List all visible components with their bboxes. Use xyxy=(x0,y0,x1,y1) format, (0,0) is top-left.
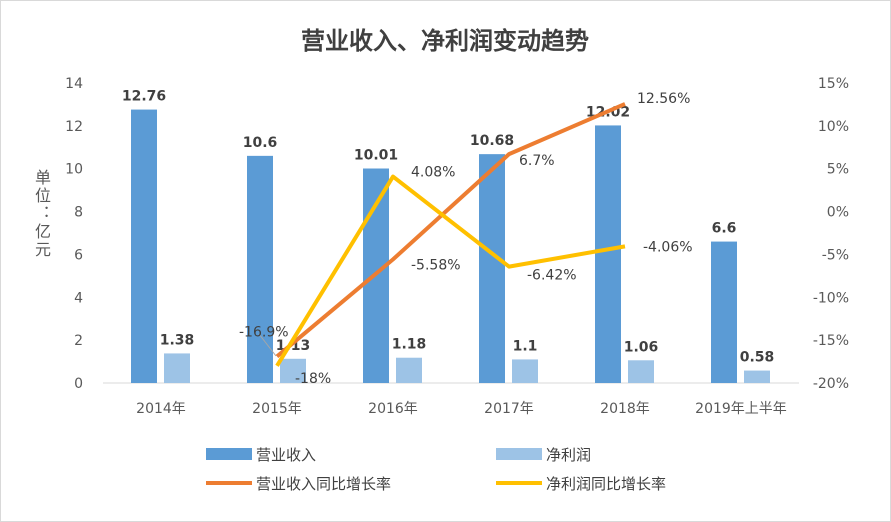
y2-tick-label: 15% xyxy=(818,76,849,92)
y2-tick-label: -15% xyxy=(813,333,849,349)
revenue-bar xyxy=(711,241,737,383)
y-tick-label: 6 xyxy=(74,247,83,263)
line-data-label: 12.56% xyxy=(637,91,690,107)
line-data-label: 6.7% xyxy=(519,153,555,169)
bar-data-label: 6.6 xyxy=(712,221,737,237)
y2-tick-label: 10% xyxy=(818,119,849,135)
y-tick-label: 4 xyxy=(74,290,83,306)
y-tick-label: 14 xyxy=(65,76,83,92)
y2-tick-label: 5% xyxy=(827,162,849,178)
revenue-bar xyxy=(595,125,621,383)
legend-label: 营业收入 xyxy=(256,446,316,464)
y-tick-label: 12 xyxy=(65,119,83,135)
x-tick-label: 2017年 xyxy=(484,401,534,417)
line-data-label: -4.06% xyxy=(643,239,693,255)
net-profit-bar xyxy=(164,353,190,383)
y2-tick-label: -20% xyxy=(813,376,849,392)
net-profit-bar xyxy=(280,358,306,383)
x-tick-label: 2019年上半年 xyxy=(695,401,787,417)
y-axis-label: 单位：亿元 xyxy=(32,169,51,259)
y-tick-label: 0 xyxy=(74,376,83,392)
net-profit-bar xyxy=(396,357,422,383)
bar-data-label: 1.1 xyxy=(513,338,538,354)
bar-data-label: 12.76 xyxy=(122,89,166,105)
x-tick-label: 2016年 xyxy=(368,401,418,417)
y-tick-label: 10 xyxy=(65,162,83,178)
revenue-bar xyxy=(131,109,157,384)
x-tick-label: 2018年 xyxy=(600,401,650,417)
y-tick-label: 2 xyxy=(74,333,83,349)
x-tick-label: 2015年 xyxy=(252,401,302,417)
revenue-bar xyxy=(247,155,273,383)
net-profit-bar xyxy=(512,359,538,383)
legend-swatch xyxy=(206,448,252,460)
line-data-label: -18% xyxy=(295,371,331,387)
line-data-label: -16.9% xyxy=(239,324,289,340)
bar-data-label: 1.06 xyxy=(624,339,659,355)
bar-data-label: 10.01 xyxy=(354,148,398,164)
revenue-bar xyxy=(479,154,505,383)
legend-label: 净利润 xyxy=(546,446,591,464)
revenue-growth-line xyxy=(275,102,626,358)
line-data-label: 4.08% xyxy=(411,165,455,181)
bar-data-label: 10.6 xyxy=(243,135,278,151)
legend-label: 净利润同比增长率 xyxy=(546,475,666,493)
bar-data-label: 10.68 xyxy=(470,133,514,149)
bar-data-label: 1.38 xyxy=(160,332,195,348)
net-profit-bar xyxy=(628,360,654,383)
legend-swatch xyxy=(496,448,542,460)
line-data-label: -6.42% xyxy=(527,268,577,284)
line-data-label: -5.58% xyxy=(411,257,461,273)
x-tick-label: 2014年 xyxy=(136,401,186,417)
bar-data-label: 1.18 xyxy=(392,337,427,353)
y2-tick-label: -5% xyxy=(822,247,849,263)
net-profit-growth-line xyxy=(275,174,626,367)
y2-tick-label: -10% xyxy=(813,290,849,306)
chart-title: 营业收入、净利润变动趋势 xyxy=(301,27,589,55)
net-profit-bar xyxy=(744,370,770,383)
leader-line xyxy=(258,333,277,357)
y2-tick-label: 0% xyxy=(827,205,849,221)
bar-data-label: 0.58 xyxy=(740,350,775,366)
legend-label: 营业收入同比增长率 xyxy=(256,475,391,493)
y-tick-label: 8 xyxy=(74,205,83,221)
